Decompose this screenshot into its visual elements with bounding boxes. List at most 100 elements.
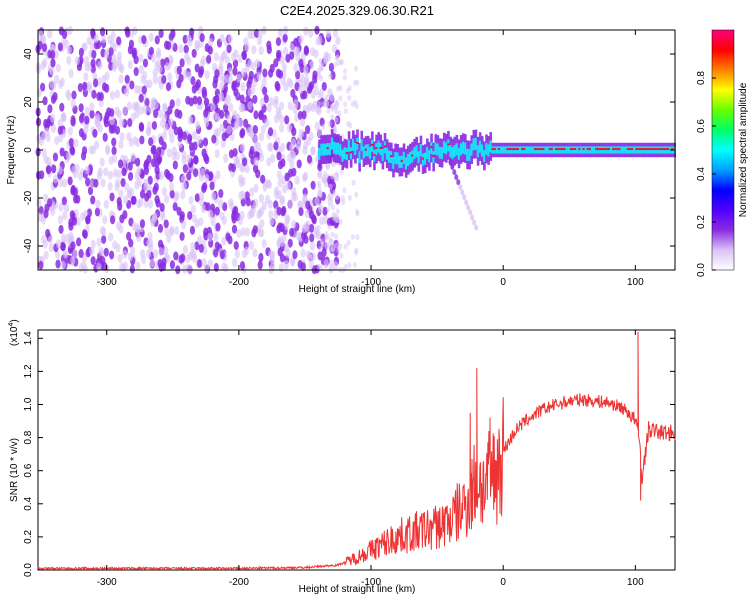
- spectrogram-cell: [218, 189, 224, 199]
- spectrogram-cell: [205, 202, 211, 212]
- spectrogram-cell: [309, 241, 315, 251]
- spectrogram-cell: [118, 224, 124, 234]
- spectrogram-cell: [472, 219, 477, 226]
- spectrogram-cell: [238, 103, 245, 113]
- spectrogram-cell: [334, 100, 339, 107]
- spectrogram-cell: [319, 75, 324, 82]
- spectrogram-cell: [314, 121, 320, 131]
- spectrogram-x-ticks: -300 -200 -100 0 100: [97, 30, 644, 288]
- spectrogram-cell: [225, 232, 231, 242]
- spectrogram-cell: [193, 154, 199, 164]
- spectrogram-cell: [57, 42, 63, 52]
- spectrogram-cell: [321, 81, 327, 91]
- spectrogram-cell: [268, 68, 274, 78]
- spectrogram-cell: [639, 148, 643, 151]
- spectrogram-cell: [231, 224, 238, 234]
- spectrogram-cell: [89, 102, 95, 112]
- spectrogram-cell: [55, 259, 61, 269]
- spectrogram-cell: [402, 151, 406, 164]
- spectrogram-cell: [103, 50, 110, 60]
- spectrogram-cell: [183, 44, 189, 54]
- spectrogram-cell: [54, 136, 60, 146]
- colorbar-tick-label: 0.4: [696, 167, 707, 181]
- spectrogram-cell: [215, 222, 221, 232]
- spectrogram-cell: [163, 194, 170, 204]
- spectrogram-cell: [569, 148, 573, 151]
- spectrogram-cell: [257, 29, 263, 39]
- spectrogram-cell: [278, 101, 285, 111]
- spectrogram-cell: [347, 139, 351, 152]
- spectrogram-cell: [485, 142, 488, 155]
- spectrogram-cell: [102, 215, 108, 225]
- spectrogram-cell: [101, 34, 107, 44]
- chart-title: C2E4.2025.329.06.30.R21: [280, 3, 434, 18]
- spectrogram-cell: [338, 218, 343, 225]
- spectrogram-cell: [163, 219, 169, 229]
- spectrogram-cell: [338, 243, 343, 250]
- spectrogram-cell: [500, 146, 503, 154]
- spectrogram-cell: [258, 132, 264, 142]
- spectrogram-cell: [197, 259, 203, 269]
- spectrogram-cell: [42, 239, 48, 249]
- spectrogram-cell: [373, 153, 376, 156]
- spectrogram-cell: [91, 89, 97, 99]
- spectrogram-cell: [298, 34, 304, 44]
- spectrogram-cell: [531, 146, 535, 154]
- spectrogram-cell: [273, 200, 279, 210]
- spectrogram-cell: [514, 148, 518, 151]
- spectrogram-cell: [319, 216, 325, 226]
- spectrogram-cell: [148, 137, 154, 147]
- spectrogram-cell: [69, 210, 75, 220]
- spectrogram-cell: [78, 263, 84, 273]
- spectrogram-cell: [445, 142, 448, 155]
- spectrogram-cell: [327, 224, 332, 231]
- spectrogram-cell: [468, 149, 471, 162]
- spectrogram-cell: [201, 257, 207, 267]
- spectrogram-cell: [300, 248, 306, 258]
- spectrogram-cell: [47, 29, 53, 39]
- spectrogram-cell: [148, 32, 154, 42]
- spectrogram-cell: [557, 148, 560, 151]
- spectrogram-cell: [236, 228, 242, 238]
- spectrogram-cell: [253, 110, 259, 120]
- spectrogram-cell: [270, 262, 276, 272]
- spectrogram-cell: [219, 33, 225, 43]
- spectrogram-cell: [290, 88, 296, 98]
- spectrogram-cell: [293, 63, 299, 73]
- spectrogram-cell: [318, 58, 323, 65]
- spectrogram-cell: [146, 238, 152, 248]
- spectrogram-cell: [134, 102, 140, 112]
- spectrogram-cell: [339, 168, 344, 175]
- snr-multiplier-close: ): [9, 319, 20, 322]
- spectrogram-cell: [176, 206, 182, 216]
- colorbar-tick-label: 0.6: [696, 119, 707, 133]
- spectrogram-cell: [154, 195, 160, 205]
- spectrogram-cell: [239, 260, 246, 270]
- y-tick-label: 0: [23, 147, 34, 153]
- spectrogram-cell: [136, 233, 142, 243]
- x-tick-label: -300: [97, 577, 117, 588]
- spectrogram-cell: [109, 192, 115, 202]
- spectrogram-cell: [495, 146, 499, 154]
- spectrogram-cell: [295, 70, 301, 80]
- spectrogram-cell: [263, 94, 269, 104]
- spectrogram-cell: [178, 73, 184, 83]
- spectrogram-cell: [181, 155, 187, 165]
- spectrogram-cell: [221, 75, 227, 85]
- spectrogram-cell: [72, 187, 78, 197]
- spectrogram-cell: [70, 117, 76, 127]
- spectrogram-cell: [93, 178, 99, 188]
- spectrogram-cell: [83, 72, 89, 82]
- spectrogram-cell: [50, 124, 57, 134]
- spectrogram-cell: [279, 223, 285, 233]
- spectrogram-cell: [90, 58, 96, 68]
- spectrogram-cell: [99, 225, 106, 235]
- spectrogram-cell: [286, 123, 293, 133]
- spectrogram-cell: [122, 210, 128, 220]
- spectrogram-cell: [164, 168, 170, 178]
- spectrogram-cell: [308, 210, 315, 220]
- spectrogram-cell: [192, 168, 199, 178]
- spectrogram-cell: [211, 134, 217, 144]
- spectrogram-cell: [299, 117, 306, 127]
